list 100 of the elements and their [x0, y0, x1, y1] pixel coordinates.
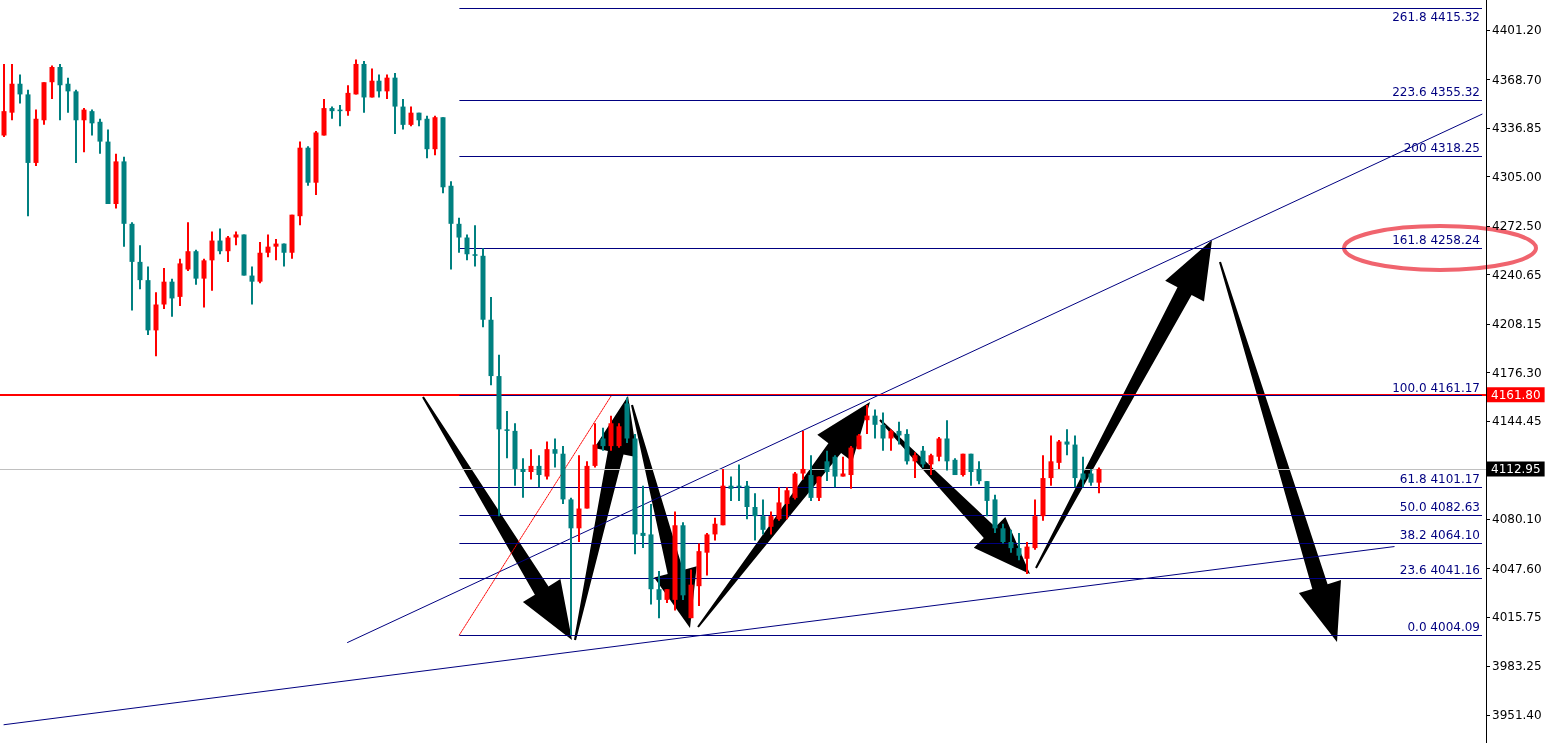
y-tick-label: 4047.60	[1492, 561, 1542, 576]
candlestick	[1016, 531, 1022, 562]
candlestick	[209, 230, 215, 292]
candlestick	[824, 449, 830, 483]
candlestick	[161, 266, 167, 311]
ref-line-label: 50.0 4082.63	[1399, 500, 1481, 515]
candlestick	[217, 227, 223, 256]
candlestick	[1056, 439, 1062, 470]
candlestick	[656, 569, 662, 620]
candlestick	[704, 531, 710, 577]
y-tick-label: 3951.40	[1492, 707, 1542, 722]
candlestick	[345, 84, 351, 117]
candlestick	[17, 73, 23, 105]
candlestick	[89, 108, 95, 137]
candlestick	[1024, 541, 1030, 575]
candlestick	[784, 486, 790, 521]
ref-line-label: 223.6 4355.32	[1392, 85, 1481, 99]
y-tick-label: 4144.45	[1492, 414, 1542, 429]
candlestick	[808, 454, 814, 502]
candlestick	[528, 448, 534, 481]
candlestick	[97, 117, 103, 155]
candlestick	[65, 76, 71, 114]
y-tick-label: 4401.20	[1492, 23, 1542, 38]
candlestick	[49, 64, 55, 100]
candlestick	[912, 451, 918, 480]
candlestick	[872, 408, 878, 440]
candlestick	[225, 234, 231, 263]
candlestick	[776, 486, 782, 522]
y-tick-label: 4336.85	[1492, 121, 1542, 136]
y-tick-label: 4272.50	[1492, 219, 1542, 234]
candlestick	[81, 107, 87, 154]
candlestick	[408, 105, 414, 128]
ref-line-label: 61.8 4101.17	[1399, 471, 1481, 486]
candlestick	[1080, 455, 1086, 489]
candlestick	[57, 62, 63, 122]
ref-line-label: 38.2 4064.10	[1399, 528, 1481, 543]
candlestick	[936, 435, 942, 463]
ref-line-label: 100.0 4161.17	[1392, 380, 1481, 395]
y-tick-label: 3983.25	[1492, 659, 1542, 674]
candlestick	[169, 277, 175, 318]
candlestick	[249, 265, 255, 306]
text: 4112.95	[1491, 462, 1541, 477]
candlestick	[1048, 434, 1054, 487]
candlestick	[608, 414, 614, 452]
candlestick	[592, 422, 598, 469]
candlestick	[520, 457, 526, 499]
candlestick	[800, 429, 806, 481]
candlestick	[456, 216, 462, 254]
y-tick-label: 4080.10	[1492, 512, 1542, 527]
ref-line-label: 261.8 4415.32	[1392, 9, 1481, 24]
candlestick	[273, 238, 279, 262]
candlestick	[712, 516, 718, 542]
candlestick	[968, 452, 974, 487]
candlestick	[552, 437, 558, 469]
candlestick	[744, 480, 750, 521]
candlestick	[768, 510, 774, 536]
y-tick-label: 4208.15	[1492, 317, 1542, 332]
ref-line-label: 0.0 4004.09	[1407, 619, 1481, 634]
y-tick-label: 4240.65	[1492, 267, 1542, 282]
candlestick	[816, 475, 822, 502]
text: 4161.80	[1491, 387, 1541, 402]
candlestick	[752, 492, 758, 542]
candlestick	[944, 419, 950, 472]
candlestick	[185, 221, 191, 273]
ref-line-label: 200 4318.25	[1403, 141, 1481, 156]
candlestick	[832, 454, 838, 489]
candlestick	[1096, 466, 1102, 495]
y-tick-label: 4305.00	[1492, 169, 1542, 184]
y-tick-label: 4368.70	[1492, 72, 1542, 87]
candlestick	[640, 484, 646, 550]
candlestick	[400, 97, 406, 131]
candlestick	[536, 454, 542, 489]
candlestick	[201, 257, 207, 309]
y-tick-label: 4176.30	[1492, 365, 1542, 380]
candlestick	[472, 224, 478, 268]
candlestick	[384, 73, 390, 100]
candlestick	[840, 455, 846, 478]
candlestick	[376, 73, 382, 99]
candlestick	[600, 426, 606, 452]
ref-line-label: 161.8 4258.24	[1392, 232, 1481, 247]
candlestick	[616, 422, 622, 449]
candlestick	[928, 452, 934, 477]
candlestick	[1064, 428, 1070, 457]
candlestick	[464, 233, 470, 262]
candlestick	[920, 445, 926, 469]
candlestick	[888, 428, 894, 452]
candlestick	[984, 480, 990, 518]
candlestick	[265, 233, 271, 259]
candlestick	[1000, 522, 1006, 545]
ref-line-label: 23.6 4041.16	[1399, 563, 1481, 578]
candlestick	[504, 410, 510, 460]
candlestick	[976, 460, 982, 486]
candlestick	[760, 498, 766, 536]
y-tick-label: 4015.75	[1492, 610, 1542, 625]
candlestick	[1008, 528, 1014, 554]
candlestick	[137, 244, 143, 291]
candlestick	[576, 454, 582, 544]
candlestick	[880, 411, 886, 452]
candlestick	[728, 475, 734, 502]
candlestick	[369, 67, 375, 99]
